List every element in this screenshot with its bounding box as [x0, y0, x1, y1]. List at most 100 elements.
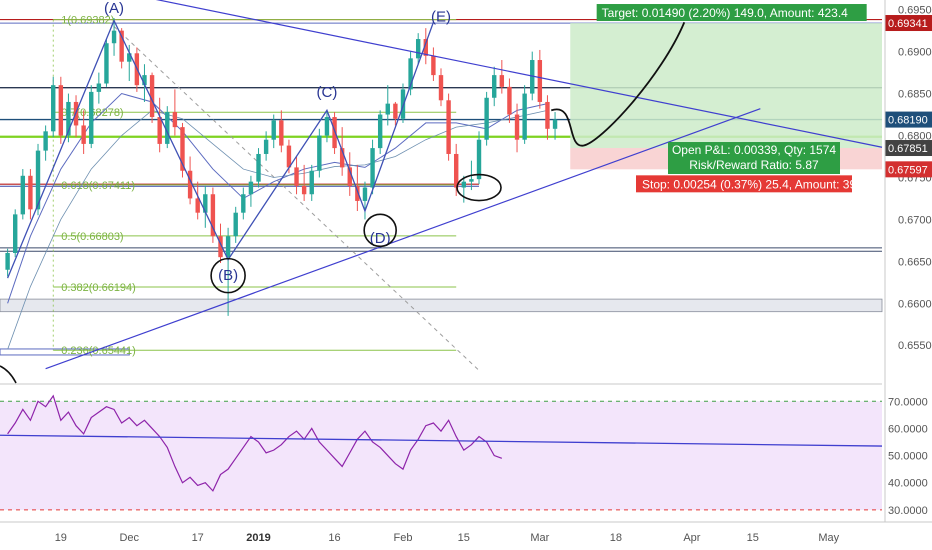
candle-body — [332, 117, 337, 149]
rsi-tick-label: 60.0000 — [888, 423, 928, 435]
upper-trendline — [155, 0, 883, 148]
highlight-circle — [456, 173, 502, 202]
candle-body — [149, 75, 155, 118]
time-tick-label: Mar — [530, 532, 549, 544]
candle-body — [355, 185, 360, 201]
highlight-circle — [210, 257, 246, 294]
target-label-box — [596, 4, 867, 22]
candle-body — [545, 101, 550, 129]
fib-level-label: 0.236(0.65441) — [61, 345, 136, 357]
candle-body — [263, 139, 269, 154]
candle-body — [165, 112, 170, 144]
time-tick-label: May — [818, 532, 839, 544]
rsi-tick-label: 70.0000 — [888, 396, 928, 408]
candle-body — [286, 145, 292, 168]
candle-body — [218, 236, 223, 258]
candle-body — [104, 43, 109, 84]
candle-body — [256, 153, 261, 182]
candle-body — [492, 75, 497, 98]
candle-body — [225, 236, 231, 258]
candle-body — [476, 139, 482, 180]
candle-body — [96, 83, 102, 92]
highlight-circle — [0, 365, 17, 384]
price-tag — [885, 140, 932, 157]
fib-level-label: 0.382(0.66194) — [61, 282, 136, 294]
candle-body — [461, 181, 467, 188]
candle-body — [58, 85, 64, 136]
candle-body — [507, 86, 512, 115]
candle-body — [339, 148, 345, 168]
candle-body — [142, 75, 147, 86]
fib-level-label: 1(0.69382) — [61, 15, 114, 27]
time-tick-label: 15 — [747, 532, 759, 544]
candle-body — [35, 150, 41, 210]
wave-label: (B) — [218, 267, 238, 284]
pnl-label: Open P&L: 0.00339, Qty: 1574 — [672, 143, 836, 157]
candle-body — [347, 167, 352, 186]
candle-body — [377, 114, 383, 149]
time-tick-label: Feb — [393, 532, 412, 544]
candle-body — [195, 198, 200, 213]
wave-label: (E) — [431, 8, 451, 25]
price-tag-label: 0.67597 — [888, 164, 928, 176]
candle-body — [530, 60, 535, 94]
rsi-tick-label: 40.0000 — [888, 478, 928, 490]
candle-body — [469, 179, 474, 182]
candle-body — [28, 175, 33, 210]
candle-body — [172, 112, 178, 128]
candle-body — [187, 170, 193, 199]
candle-body — [13, 214, 18, 253]
price-tag — [885, 15, 932, 32]
candle-body — [89, 91, 94, 144]
risk-reward-label: Risk/Reward Ratio: 5.87 — [689, 158, 819, 172]
price-tag-label: 0.67851 — [888, 143, 928, 155]
rsi-tick-label: 30.0000 — [888, 505, 928, 517]
fib-level-label: 0.5(0.66803) — [61, 231, 123, 243]
candle-body — [400, 89, 406, 119]
candle-body — [5, 252, 10, 270]
fib-level-label: 0.618(0.67411) — [61, 180, 135, 192]
candle-body — [294, 167, 299, 186]
candle-body — [423, 39, 428, 56]
candle-body — [127, 53, 132, 62]
candle-body — [157, 117, 162, 144]
candle-body — [324, 117, 330, 136]
moving-average-line — [7, 109, 548, 350]
candle-body — [499, 75, 505, 87]
time-tick-label: 19 — [55, 532, 67, 544]
price-tag — [885, 111, 932, 128]
price-tag-label: 0.69341 — [888, 18, 928, 30]
candle-body — [309, 170, 314, 195]
candle-body — [454, 153, 459, 188]
candle-body — [431, 55, 436, 76]
small-box — [0, 348, 130, 356]
stop-label-box — [636, 175, 852, 193]
time-tick-label: 17 — [192, 532, 204, 544]
pnl-label-box — [668, 142, 840, 175]
target-label: Target: 0.01490 (2.20%) 149.0, Amount: 4… — [602, 6, 848, 20]
lower-trendline — [45, 108, 761, 370]
time-tick-label: 2019 — [246, 532, 270, 544]
price-tag-label: 0.68190 — [888, 115, 928, 127]
candle-body — [248, 181, 254, 195]
candle-body — [370, 148, 375, 188]
candle-body — [51, 85, 56, 132]
target-zone — [570, 23, 882, 149]
candle-body — [20, 175, 26, 215]
candle-body — [81, 125, 86, 144]
time-tick-label: Dec — [119, 532, 139, 544]
wave-label: (A) — [104, 0, 124, 17]
time-tick-label: 18 — [610, 532, 622, 544]
candle-body — [446, 100, 451, 154]
price-tag — [885, 161, 932, 178]
candle-body — [233, 212, 238, 237]
price-tick-label: 0.65500 — [898, 340, 932, 352]
wave-path — [7, 18, 435, 279]
